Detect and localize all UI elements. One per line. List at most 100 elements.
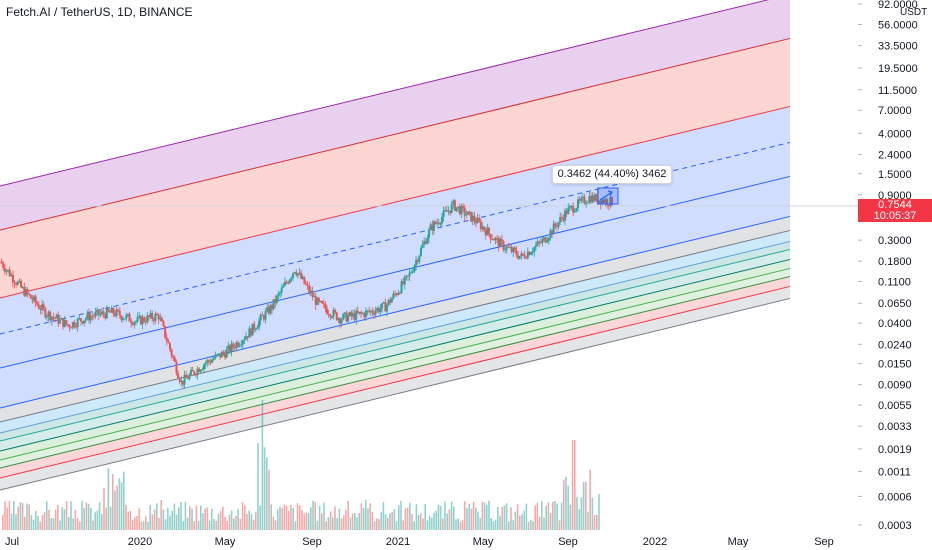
candle-body xyxy=(287,282,290,284)
candle-body xyxy=(224,353,227,358)
volume-bar xyxy=(389,512,391,530)
volume-bar xyxy=(153,509,156,530)
symbol-title: Fetch.AI / TetherUS, 1D, BINANCE xyxy=(6,5,193,19)
time-axis[interactable]: Jul 2020 May Sep 2021 May Sep 2022 May Sep xyxy=(0,530,858,550)
candle-body xyxy=(555,226,558,228)
candle-body xyxy=(502,241,505,250)
candle-body xyxy=(521,253,524,255)
volume-bar xyxy=(145,516,147,530)
volume-bar xyxy=(239,518,242,530)
volume-bar xyxy=(424,504,426,530)
volume-bar xyxy=(481,501,484,530)
channel-band xyxy=(0,230,790,433)
volume-bar xyxy=(211,508,213,530)
price-axis[interactable]: 92.0000 56.0000 33.5000 19.5000 11.5000 7.000… xyxy=(858,0,932,550)
volume-bar xyxy=(17,506,19,530)
volume-bar xyxy=(92,520,94,530)
candle-body xyxy=(564,210,567,221)
volume-bar xyxy=(76,517,79,530)
volume-bar xyxy=(98,502,101,530)
candle-body xyxy=(105,308,108,319)
volume-bar xyxy=(281,508,283,530)
candle-body xyxy=(220,352,223,358)
volume-bar xyxy=(171,510,173,530)
volume-bar xyxy=(563,479,565,530)
candle-body xyxy=(79,318,82,322)
candle-body xyxy=(112,307,115,314)
channel-line xyxy=(0,0,770,187)
candle-body xyxy=(317,298,320,302)
candle-body xyxy=(326,308,329,314)
volume-bar xyxy=(26,503,28,530)
candle-body xyxy=(445,210,448,212)
candle-body xyxy=(392,293,395,299)
candle-body xyxy=(350,312,353,317)
candle-body xyxy=(384,302,387,312)
volume-bar xyxy=(54,509,57,530)
volume-bar xyxy=(492,521,495,530)
candle-body xyxy=(165,337,168,342)
volume-bar xyxy=(219,511,222,530)
volume-bar xyxy=(226,520,228,530)
candle-body xyxy=(11,274,14,283)
channel-band xyxy=(0,276,790,478)
candle-body xyxy=(154,313,157,321)
measure-box[interactable] xyxy=(597,187,619,205)
candle-body xyxy=(583,196,586,204)
volume-bar xyxy=(400,500,402,530)
volume-bar xyxy=(149,504,151,530)
volume-bar xyxy=(508,521,510,530)
volume-bar xyxy=(534,505,536,530)
candle-body xyxy=(228,345,231,352)
volume-bar xyxy=(376,518,378,530)
candle-body xyxy=(554,223,557,227)
candle-body xyxy=(319,301,322,303)
volume-bar xyxy=(391,512,393,530)
candle-body xyxy=(568,206,571,208)
volume-bar xyxy=(367,508,369,530)
volume-bar xyxy=(591,497,594,530)
volume-bar xyxy=(228,514,231,530)
volume-bar xyxy=(268,469,270,530)
volume-bar xyxy=(85,502,88,530)
candle-body xyxy=(204,363,207,365)
candle-body xyxy=(215,354,218,356)
volume-bar xyxy=(305,512,308,530)
volume-bar xyxy=(158,518,160,530)
candle-body xyxy=(512,247,515,253)
candle-body xyxy=(322,303,325,305)
candle-body xyxy=(429,224,432,230)
candle-body xyxy=(374,310,377,315)
candle-body xyxy=(203,364,205,370)
candle-body xyxy=(463,207,466,216)
volume-bar xyxy=(202,513,204,530)
volume-bar xyxy=(213,518,215,530)
volume-bar xyxy=(536,502,539,530)
volume-bar xyxy=(79,521,81,530)
candle-body xyxy=(444,210,447,212)
channel-line xyxy=(0,285,791,479)
volume-bar xyxy=(510,507,512,530)
candle-body xyxy=(113,313,116,316)
volume-bar xyxy=(316,520,319,530)
candle-body xyxy=(20,280,23,288)
candle-body xyxy=(313,296,316,298)
volume-bar xyxy=(294,521,297,530)
volume-bar xyxy=(180,501,182,530)
candle-body xyxy=(275,295,278,304)
candle-body xyxy=(525,257,528,259)
volume-bar xyxy=(94,512,96,530)
volume-bar xyxy=(582,481,585,530)
candle-body xyxy=(209,361,212,363)
candle-body xyxy=(147,315,150,318)
volume-bar xyxy=(197,520,200,530)
volume-bar xyxy=(417,515,420,530)
candle-body xyxy=(177,373,180,379)
volume-bar xyxy=(514,511,517,530)
candle-body xyxy=(453,200,456,211)
volume-bar xyxy=(435,510,437,530)
volume-bar xyxy=(448,508,451,530)
candle-body xyxy=(243,339,246,341)
volume-bar xyxy=(318,506,321,530)
